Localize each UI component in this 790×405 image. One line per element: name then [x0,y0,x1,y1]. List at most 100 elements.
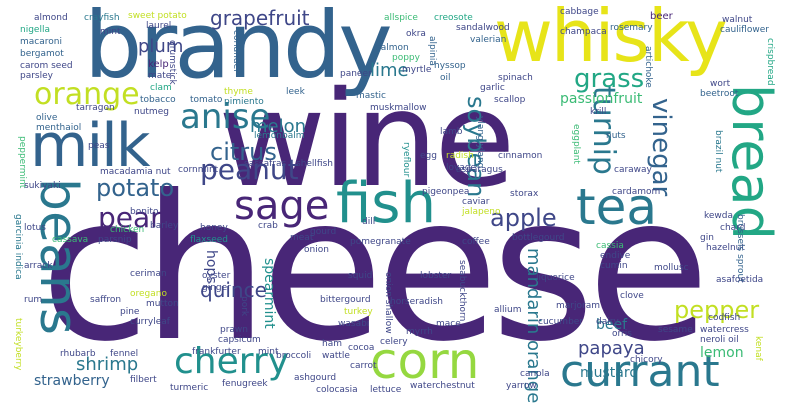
word-lime: lime [370,60,409,81]
word-myrrh: myrrh [406,327,433,337]
word-pork: pork [239,296,249,317]
word-menthaiol: menthaiol [36,123,82,133]
word-pomegranate: pomegranate [350,237,411,247]
word-filbert: filbert [130,375,157,385]
word-papaya: papaya [578,338,645,359]
word-potato: potato [96,174,175,202]
word-sweet-potato: sweet potato [128,11,187,21]
word-rum: rum [24,295,43,305]
word-spinach: spinach [498,73,533,83]
word-nigella: nigella [20,25,50,35]
word-lemonbalm: lemonbalm [254,131,305,141]
word-broccoli: broccoli [276,351,312,361]
word-oregano: oregano [130,289,167,299]
word-seabuckthorn: seabuckthorn [457,260,467,322]
word-storax: storax [510,189,539,199]
word-marjoram: marjoram [556,301,600,311]
word-caviar: caviar [462,197,490,207]
word-cornmint: cornmint [178,165,219,175]
word-lettuce: lettuce [370,385,402,395]
word-citrus: citrus [210,138,277,166]
word-brussels-sprout: brussels sprout [735,214,745,283]
word-chicken: chicken [110,225,145,235]
word-cardamom: cardamom [612,187,661,197]
word-corn: corn [370,332,480,390]
word-spearmint: spearmint [261,258,277,329]
word-neroli-oil: neroli oil [700,335,739,345]
word-mint-2: mint [258,347,279,357]
word-kenaf: kenaf [753,336,763,361]
word-leek: leek [286,87,305,97]
word-creosote: creosote [434,13,473,23]
word-gin: gin [700,233,714,243]
word-cheese: cheese [40,153,710,386]
word-wattle: wattle [322,351,350,361]
word-mollusc: mollusc [654,263,689,273]
word-tobacco: tobacco [140,95,176,105]
word-barley: barley [150,221,179,231]
word-bergamot: bergamot [20,49,64,59]
word-dill: dill [362,217,376,227]
word-canola: canola [520,369,550,379]
word-dairy: dairy [596,317,619,327]
word-garcinia-indica: garcinia indica [13,214,23,280]
word-beer: beer [650,11,673,22]
word-horseradish: horseradish [390,297,443,307]
word-ashgourd: ashgourd [294,373,337,383]
word-parsnip: parsnip [98,235,132,245]
word-whisky: whisky [494,0,728,78]
word-melon: melon [250,116,307,137]
word-lamb: lamb [440,127,463,137]
word-clam: clam [150,83,172,93]
word-turkeyberry: turkeyberry [13,318,23,371]
word-asparagus: asparagus [456,165,503,175]
word-gourd: gourd [310,227,337,237]
word-pine: pine [120,307,140,317]
word-frankfurter: frankfurter [192,347,241,357]
word-sassafras: sassafras [244,159,287,169]
word-codfish: codfish [708,313,741,323]
word-coffee: coffee [462,237,490,247]
word-chard: chard [720,223,746,233]
word-carrot: carrot [350,361,377,371]
word-meat: meat [290,233,314,243]
word-kewda: kewda [704,211,734,221]
word-orris: orris [612,329,632,339]
word-mace: mace [436,319,461,329]
word-tea: tea [576,178,658,236]
word-laurel: laurel [146,21,172,31]
word-cumin: cumin [600,261,628,271]
word-turmeric: turmeric [170,383,209,393]
word-scallop: scallop [494,95,526,105]
word-cinnamon: cinnamon [498,151,543,161]
word-clove: clove [620,291,644,301]
word-mustard: mustard [580,365,639,381]
word-cabbage: cabbage [560,7,599,17]
word-sage: sage [234,183,330,229]
word-sesame: sesame [658,325,693,335]
word-muskmallow: muskmallow [370,103,427,113]
word-prawn: prawn [220,325,248,335]
word-mastic: mastic [356,91,386,101]
word-fish: fish [336,171,436,236]
word-passionfruit: passionfruit [560,91,643,107]
word-tarragon: tarragon [76,103,115,113]
word-rosemary: rosemary [610,23,653,33]
word-beetroot: beetroot [700,89,739,99]
word-carom-seed: carom seed [20,61,73,71]
word-macaroni: macaroni [20,37,62,47]
word-myrtle: myrtle [402,65,432,75]
word-onion: onion [304,245,329,255]
word-radish: radish [446,151,474,161]
word-waterchestnut: waterchestnut [410,381,475,391]
word-lemon: lemon [700,345,744,361]
word-crayfish: crayfish [84,13,120,23]
word-orange: orange [34,77,140,112]
word-bottlegourd: bottlegourd [512,233,565,243]
word-wine: wine [218,63,516,217]
word-walnut: walnut [722,15,753,25]
word-caraway: caraway [614,165,652,175]
word-bittergourd: bittergourd [320,295,371,305]
word-beans: beans [28,178,88,335]
word-mint: mint [100,27,121,37]
